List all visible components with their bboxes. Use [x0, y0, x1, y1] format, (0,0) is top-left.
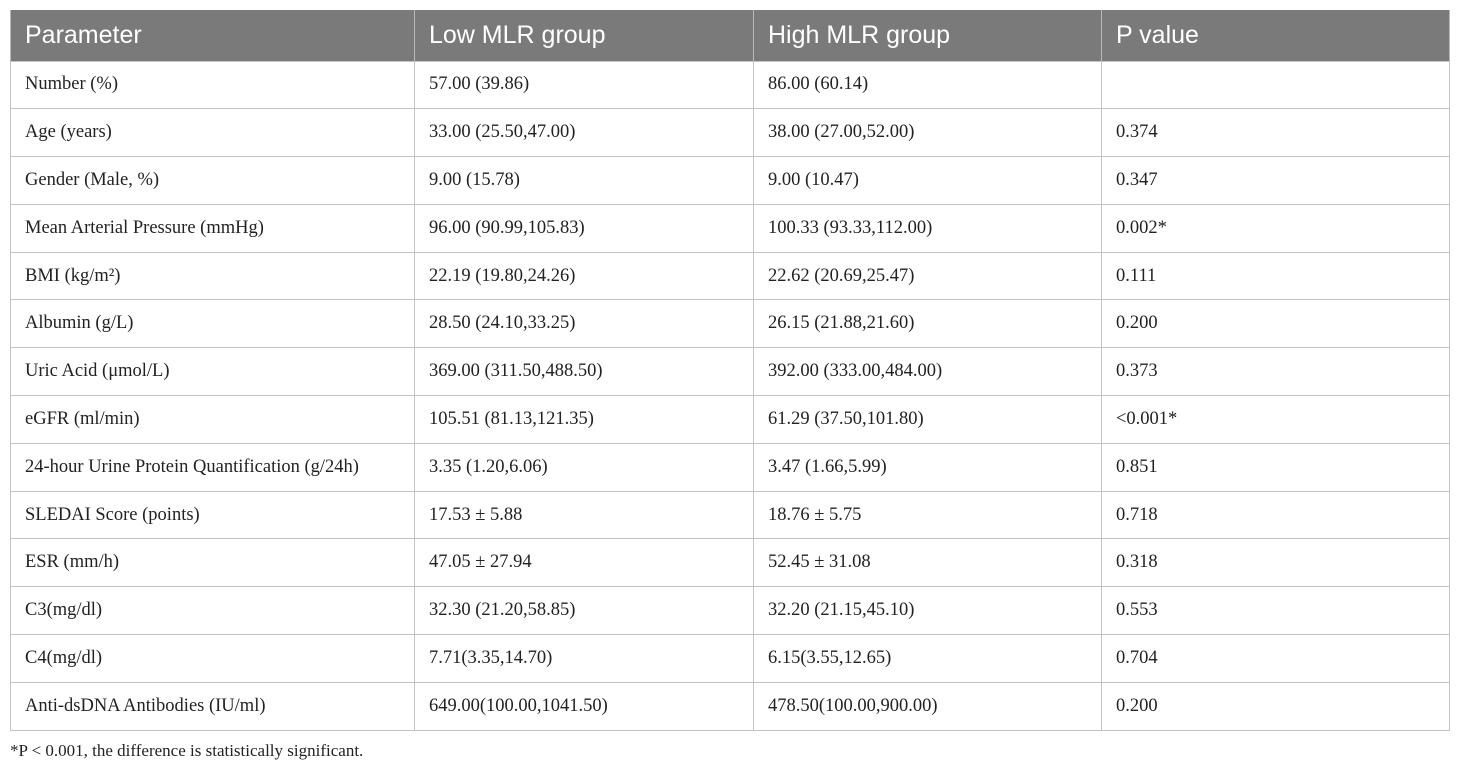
cell-p-value [1101, 60, 1450, 110]
table-row: SLEDAI Score (points) 17.53 ± 5.88 18.76… [10, 490, 1450, 540]
cell-low-mlr: 33.00 (25.50,47.00) [414, 108, 754, 158]
cell-low-mlr: 649.00(100.00,1041.50) [414, 681, 754, 731]
table-row: Number (%) 57.00 (39.86) 86.00 (60.14) [10, 60, 1450, 110]
header-high-mlr-group: High MLR group [753, 10, 1102, 61]
cell-p-value: 0.200 [1101, 681, 1450, 731]
table-body: Number (%) 57.00 (39.86) 86.00 (60.14) A… [10, 60, 1450, 731]
table-footnote: *P < 0.001, the difference is statistica… [10, 741, 364, 760]
cell-p-value: 0.851 [1101, 442, 1450, 492]
cell-low-mlr: 369.00 (311.50,488.50) [414, 347, 754, 397]
cell-high-mlr: 9.00 (10.47) [753, 156, 1102, 205]
cell-high-mlr: 38.00 (27.00,52.00) [753, 108, 1102, 158]
cell-high-mlr: 26.15 (21.88,21.60) [753, 299, 1102, 349]
cell-parameter: eGFR (ml/min) [10, 395, 415, 444]
cell-p-value: 0.718 [1101, 490, 1450, 540]
cell-low-mlr: 7.71(3.35,14.70) [414, 634, 754, 683]
table-row: ESR (mm/h) 47.05 ± 27.94 52.45 ± 31.08 0… [10, 538, 1450, 588]
cell-parameter: 24-hour Urine Protein Quantification (g/… [10, 442, 415, 492]
table-row: Albumin (g/L) 28.50 (24.10,33.25) 26.15 … [10, 299, 1450, 349]
cell-low-mlr: 57.00 (39.86) [414, 60, 754, 110]
cell-p-value: 0.704 [1101, 634, 1450, 683]
cell-parameter: Albumin (g/L) [10, 299, 415, 349]
cell-high-mlr: 86.00 (60.14) [753, 60, 1102, 110]
cell-parameter: Number (%) [10, 60, 415, 110]
header-low-mlr-group: Low MLR group [414, 10, 754, 61]
cell-parameter: Anti-dsDNA Antibodies (IU/ml) [10, 681, 415, 731]
cell-p-value: 0.373 [1101, 347, 1450, 397]
cell-parameter: BMI (kg/m²) [10, 251, 415, 301]
cell-p-value: 0.347 [1101, 156, 1450, 205]
cell-high-mlr: 478.50(100.00,900.00) [753, 681, 1102, 731]
cell-low-mlr: 3.35 (1.20,6.06) [414, 442, 754, 492]
cell-high-mlr: 32.20 (21.15,45.10) [753, 586, 1102, 636]
cell-high-mlr: 3.47 (1.66,5.99) [753, 442, 1102, 492]
table-row: eGFR (ml/min) 105.51 (81.13,121.35) 61.2… [10, 395, 1450, 444]
cell-parameter: C4(mg/dl) [10, 634, 415, 683]
data-table-container: Parameter Low MLR group High MLR group P… [10, 10, 1450, 731]
table-row: Uric Acid (μmol/L) 369.00 (311.50,488.50… [10, 347, 1450, 397]
cell-p-value: <0.001* [1101, 395, 1450, 444]
cell-parameter: Gender (Male, %) [10, 156, 415, 205]
table-row: BMI (kg/m²) 22.19 (19.80,24.26) 22.62 (2… [10, 251, 1450, 301]
cell-parameter: Age (years) [10, 108, 415, 158]
header-row: Parameter Low MLR group High MLR group P… [10, 10, 1450, 61]
table-row: 24-hour Urine Protein Quantification (g/… [10, 442, 1450, 492]
cell-low-mlr: 96.00 (90.99,105.83) [414, 203, 754, 253]
cell-high-mlr: 6.15(3.55,12.65) [753, 634, 1102, 683]
cell-parameter: ESR (mm/h) [10, 538, 415, 588]
cell-low-mlr: 22.19 (19.80,24.26) [414, 251, 754, 301]
table-row: Anti-dsDNA Antibodies (IU/ml) 649.00(100… [10, 681, 1450, 731]
cell-high-mlr: 22.62 (20.69,25.47) [753, 251, 1102, 301]
cell-p-value: 0.374 [1101, 108, 1450, 158]
cell-parameter: Uric Acid (μmol/L) [10, 347, 415, 397]
cell-low-mlr: 9.00 (15.78) [414, 156, 754, 205]
mlr-comparison-table: Parameter Low MLR group High MLR group P… [10, 10, 1450, 731]
header-parameter: Parameter [10, 10, 415, 61]
cell-parameter: C3(mg/dl) [10, 586, 415, 636]
table-row: C3(mg/dl) 32.30 (21.20,58.85) 32.20 (21.… [10, 586, 1450, 636]
cell-high-mlr: 61.29 (37.50,101.80) [753, 395, 1102, 444]
header-p-value: P value [1101, 10, 1450, 61]
cell-parameter: SLEDAI Score (points) [10, 490, 415, 540]
cell-high-mlr: 52.45 ± 31.08 [753, 538, 1102, 588]
cell-low-mlr: 32.30 (21.20,58.85) [414, 586, 754, 636]
cell-high-mlr: 18.76 ± 5.75 [753, 490, 1102, 540]
cell-p-value: 0.318 [1101, 538, 1450, 588]
cell-parameter: Mean Arterial Pressure (mmHg) [10, 203, 415, 253]
cell-p-value: 0.111 [1101, 251, 1450, 301]
cell-low-mlr: 105.51 (81.13,121.35) [414, 395, 754, 444]
cell-low-mlr: 47.05 ± 27.94 [414, 538, 754, 588]
table-header: Parameter Low MLR group High MLR group P… [10, 10, 1450, 61]
cell-p-value: 0.002* [1101, 203, 1450, 253]
cell-p-value: 0.200 [1101, 299, 1450, 349]
cell-low-mlr: 17.53 ± 5.88 [414, 490, 754, 540]
table-row: C4(mg/dl) 7.71(3.35,14.70) 6.15(3.55,12.… [10, 634, 1450, 683]
table-row: Mean Arterial Pressure (mmHg) 96.00 (90.… [10, 203, 1450, 253]
cell-low-mlr: 28.50 (24.10,33.25) [414, 299, 754, 349]
table-row: Age (years) 33.00 (25.50,47.00) 38.00 (2… [10, 108, 1450, 158]
table-row: Gender (Male, %) 9.00 (15.78) 9.00 (10.4… [10, 156, 1450, 205]
cell-high-mlr: 100.33 (93.33,112.00) [753, 203, 1102, 253]
cell-p-value: 0.553 [1101, 586, 1450, 636]
cell-high-mlr: 392.00 (333.00,484.00) [753, 347, 1102, 397]
